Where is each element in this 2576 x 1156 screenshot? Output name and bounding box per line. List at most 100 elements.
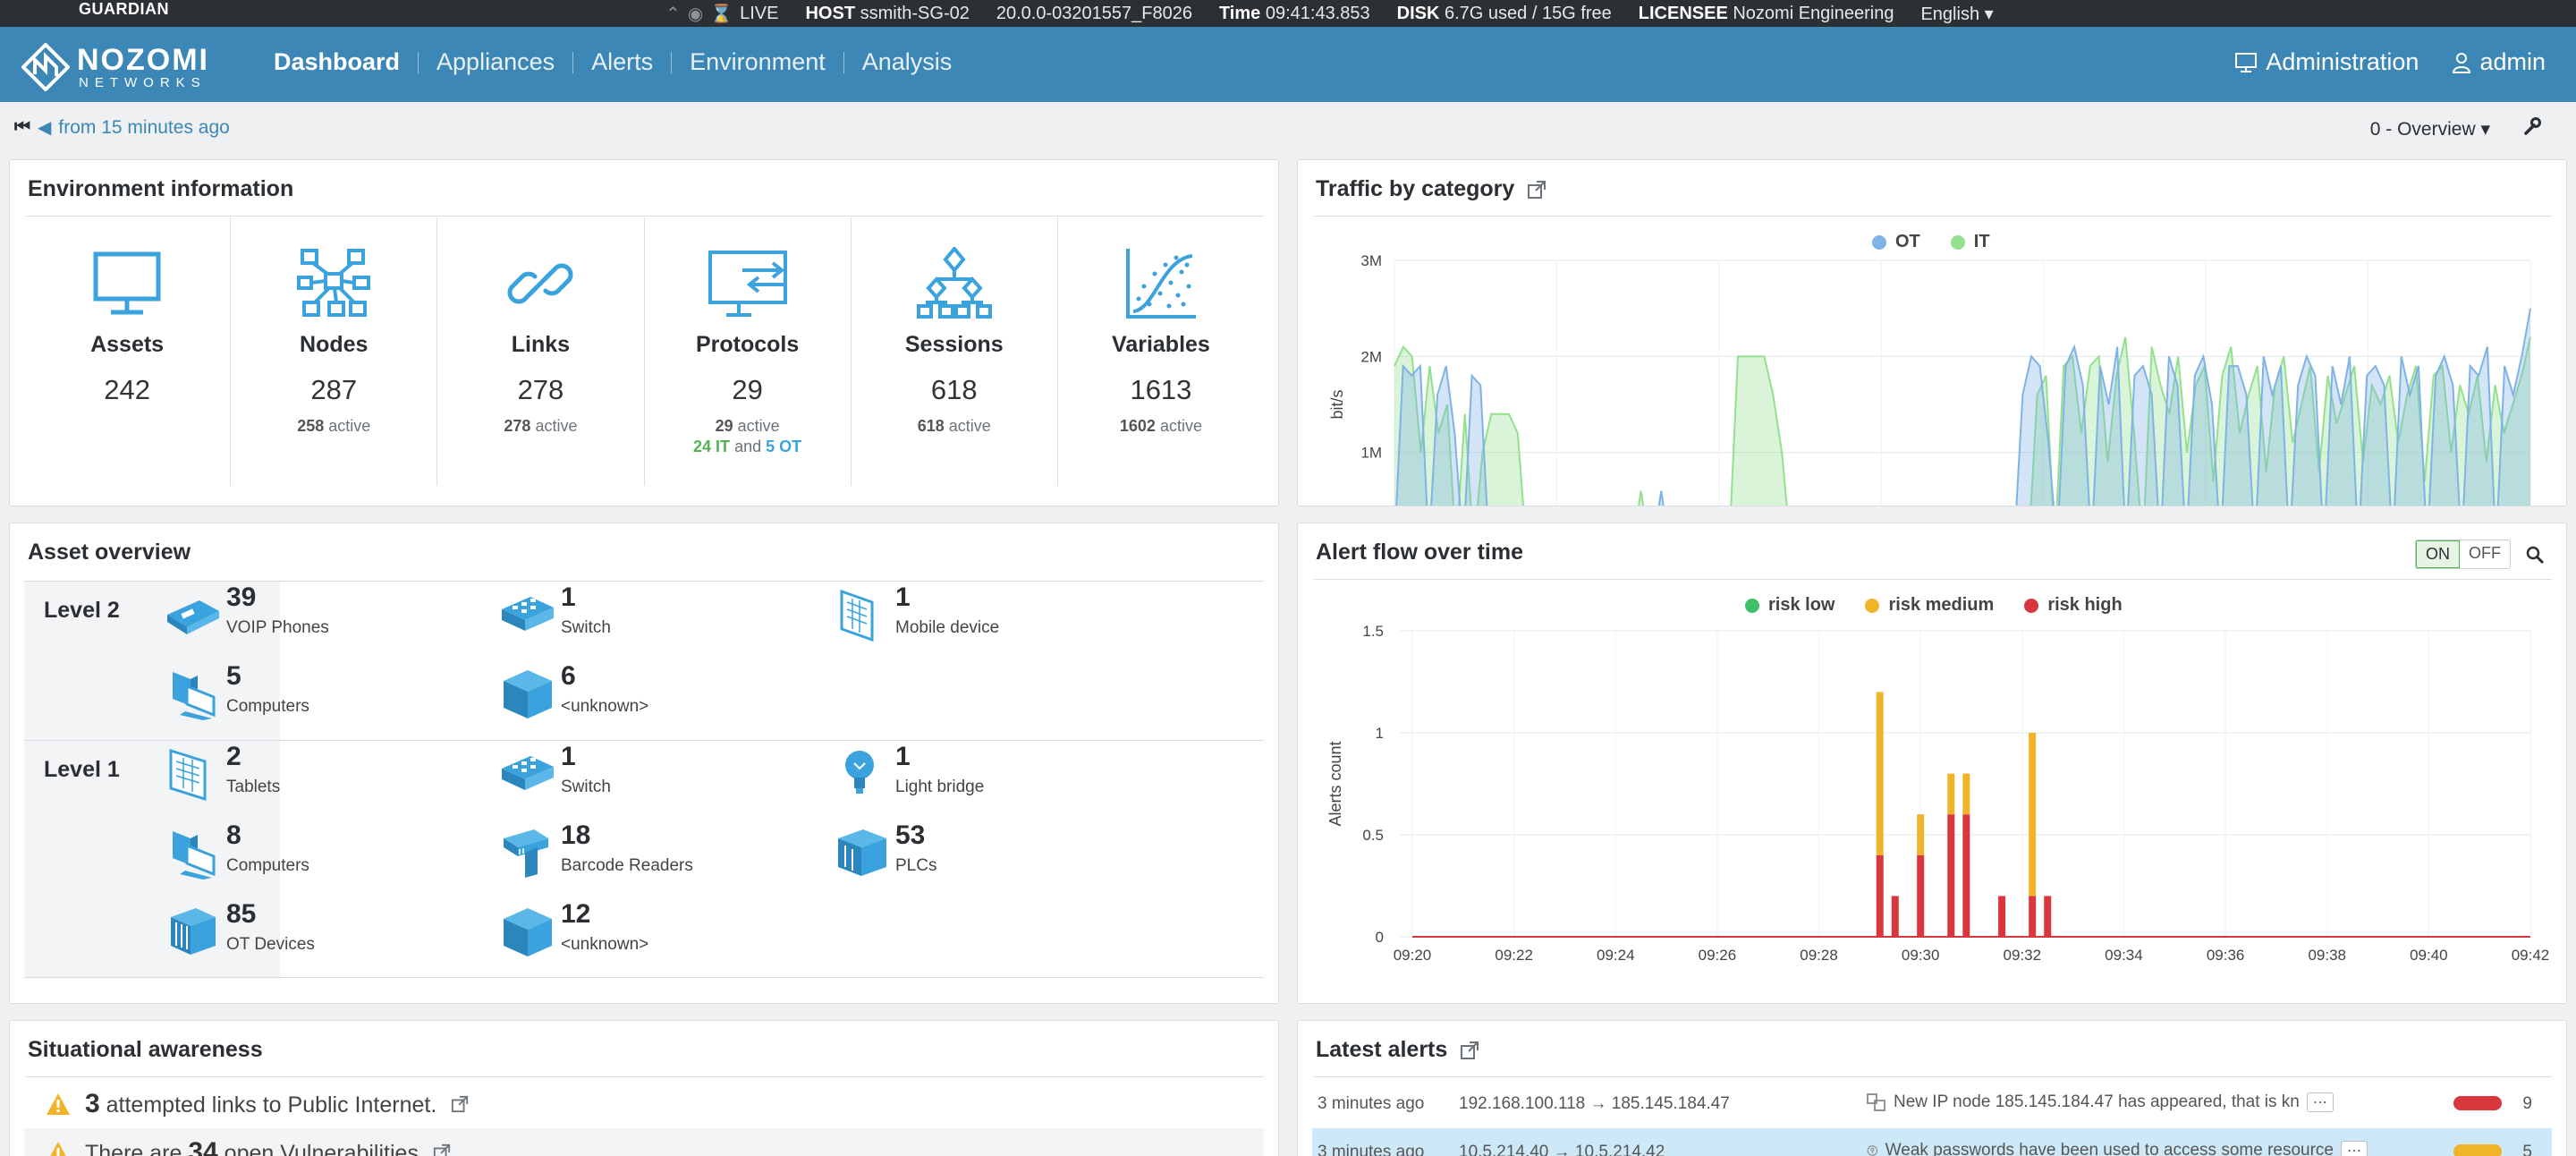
administration-link[interactable]: Administration [2235, 48, 2419, 76]
host-info: HOST ssmith-SG-02 [805, 4, 970, 23]
asset-type: OT Devices [226, 935, 315, 954]
live-toggle[interactable]: ON OFF [2415, 540, 2511, 569]
logo-subtext: NETWORKS [79, 75, 207, 90]
asset-item[interactable]: 39 VOIP Phones [164, 582, 468, 654]
nav-appliances[interactable]: Appliances [436, 48, 555, 75]
caret-down-icon: ▾ [2480, 119, 2490, 140]
user-menu[interactable]: admin [2453, 48, 2546, 76]
situational-item[interactable]: There are 34 open Vulnerabilities [24, 1128, 1264, 1156]
step-back-icon[interactable]: ◀ [38, 118, 52, 138]
alert-row[interactable]: 3 minutes ago 192.168.100.118 → 185.145.… [1312, 1080, 2552, 1128]
alert-description: New IP node 185.145.184.47 has appeared,… [1867, 1092, 2368, 1112]
live-indicator[interactable]: ⌃ ◉ ⌛ LIVE [665, 4, 779, 24]
asset-item[interactable]: 85 OT Devices [164, 899, 468, 971]
asset-item[interactable]: 12 <unknown> [498, 899, 802, 971]
asset-item[interactable]: 2 Tablets [164, 742, 468, 813]
legend-ot[interactable]: OT [1872, 232, 1920, 252]
language-select[interactable]: English ▾ [1920, 4, 1994, 24]
nav-divider [843, 51, 844, 73]
env-nodes[interactable]: Nodes 287 258 active [231, 217, 438, 486]
panel-title: Situational awareness [28, 1037, 263, 1062]
bulb-icon [833, 747, 892, 803]
time-range-label: from 15 minutes ago [58, 116, 230, 138]
external-link-icon[interactable] [433, 1143, 451, 1156]
link-icon [437, 239, 643, 328]
series-ot-line [1395, 308, 2531, 506]
legend-it[interactable]: IT [1950, 232, 1990, 252]
external-link-icon[interactable] [1460, 1041, 1479, 1060]
env-variables[interactable]: Variables 1613 1602 active [1058, 217, 1264, 486]
time-range-control[interactable]: ⏮ ◀ from 15 minutes ago [14, 116, 230, 139]
switch-icon [498, 747, 557, 803]
cube-icon [498, 667, 557, 722]
external-link-icon[interactable] [451, 1095, 469, 1113]
plc-icon [833, 826, 892, 881]
skip-back-icon[interactable]: ⏮ [14, 117, 30, 137]
bar-risk-medium [2029, 733, 2037, 897]
nav-environment[interactable]: Environment [690, 48, 826, 75]
nav-alerts[interactable]: Alerts [591, 48, 654, 75]
wrench-icon[interactable] [2522, 116, 2542, 140]
asset-item[interactable]: 53 PLCs [833, 820, 1137, 892]
x-tick-label: 09:36 [2207, 947, 2245, 964]
asset-item[interactable]: 18 Barcode Readers [498, 820, 802, 892]
computer-icon [164, 826, 223, 881]
nozomi-logo[interactable]: NOZOMI NETWORKS [21, 41, 209, 91]
toggle-off[interactable]: OFF [2460, 540, 2510, 568]
new-node-icon [1867, 1093, 1885, 1111]
asset-item[interactable]: 8 Computers [164, 820, 468, 892]
env-active: 29 active [715, 417, 780, 435]
alert-row[interactable]: 3 minutes ago 10.5.214.40 → 10.5.214.42 … [1312, 1128, 2552, 1156]
situational-item[interactable]: 3 attempted links to Public Internet. [24, 1080, 1264, 1128]
bar-risk-medium [1947, 773, 1955, 815]
more-button[interactable]: ⋯ [2341, 1141, 2368, 1156]
env-assets[interactable]: Assets 242 [24, 217, 232, 486]
asset-item[interactable]: 1 Switch [498, 742, 802, 813]
asset-item[interactable]: 6 <unknown> [498, 661, 802, 733]
asset-item[interactable]: 1 Switch [498, 582, 802, 654]
dashboard-select[interactable]: 0 - Overview ▾ [2369, 119, 2490, 140]
protocols-icon [645, 239, 851, 328]
env-active: 618 active [917, 417, 991, 435]
time-range-bar: ⏮ ◀ from 15 minutes ago 0 - Overview ▾ [0, 102, 2576, 156]
env-value: 278 [517, 374, 564, 405]
scatter-curve-icon [1058, 239, 1264, 328]
legend-risk-low[interactable]: risk low [1745, 595, 1835, 616]
alert-time: 3 minutes ago [1318, 1094, 1425, 1113]
asset-type: Switch [561, 778, 611, 796]
level-2-row: Level 2 [24, 581, 1264, 740]
level-1-row: Level 1 [24, 740, 1264, 978]
nav-analysis[interactable]: Analysis [861, 48, 953, 75]
legend-risk-high[interactable]: risk high [2024, 595, 2123, 616]
asset-count: 8 [226, 820, 242, 850]
licensee-info: LICENSEE Nozomi Engineering [1638, 4, 1894, 23]
nav-divider [572, 51, 574, 73]
asset-count: 6 [561, 661, 576, 691]
panel-title: Environment information [28, 176, 294, 201]
x-tick-label: 09:42 [2512, 947, 2550, 964]
toggle-on[interactable]: ON [2416, 540, 2460, 568]
panel-title: Alert flow over time [1316, 540, 1523, 565]
env-label: Protocols [695, 332, 800, 357]
external-link-icon[interactable] [1527, 180, 1546, 200]
alert-legend: risk low risk medium risk high [1745, 595, 2123, 616]
env-links[interactable]: Links 278 278 active [437, 217, 645, 486]
bar-risk-high [2044, 896, 2052, 937]
env-protocols[interactable]: Protocols 29 29 active 24 IT and 5 OT [645, 217, 852, 486]
warning-icon [50, 1142, 66, 1156]
asset-item[interactable]: 5 Computers [164, 661, 468, 733]
more-button[interactable]: ⋯ [2306, 1092, 2334, 1112]
asset-item[interactable]: 1 Mobile device [833, 582, 1137, 654]
traffic-panel: Traffic by category OT IT 01M2M3M09:2809… [1297, 159, 2567, 506]
legend-risk-medium[interactable]: risk medium [1865, 595, 1994, 616]
protocols-split: 24 IT and 5 OT [693, 438, 802, 455]
ot-device-icon [164, 905, 223, 960]
search-icon[interactable] [2525, 545, 2545, 565]
env-value: 1613 [1130, 374, 1192, 405]
x-tick-label: 09:32 [2004, 947, 2042, 964]
user-icon [2453, 52, 2471, 73]
env-sessions[interactable]: Sessions 618 618 active [852, 217, 1058, 486]
nav-dashboard[interactable]: Dashboard [274, 48, 401, 75]
asset-item[interactable]: 1 Light bridge [833, 742, 1137, 813]
nav-divider [671, 51, 673, 73]
